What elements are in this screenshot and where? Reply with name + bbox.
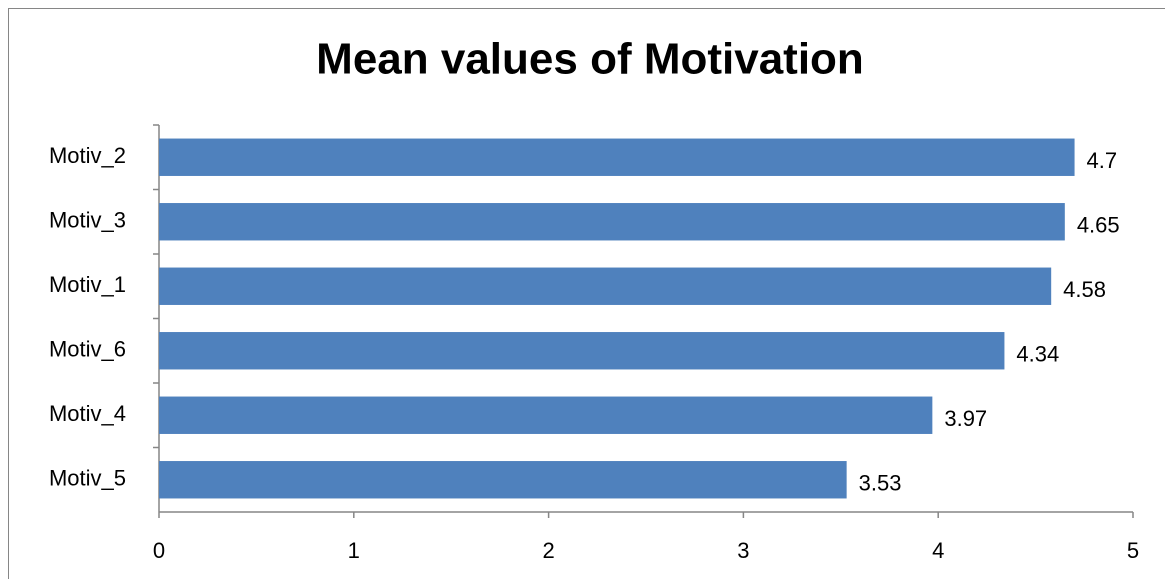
chart-frame: [8, 8, 1165, 579]
data-label: 4.58: [1063, 277, 1106, 302]
data-label: 4.65: [1077, 213, 1120, 238]
x-tick-label: 1: [348, 538, 360, 563]
bar: [159, 203, 1065, 241]
y-tick-label: Motiv_6: [49, 337, 126, 362]
bar: [159, 461, 847, 499]
y-tick-label: Motiv_2: [49, 143, 126, 168]
x-tick-label: 0: [153, 538, 165, 563]
bar: [159, 396, 933, 434]
data-label: 4.34: [1016, 342, 1059, 367]
y-tick-label: Motiv_1: [49, 272, 126, 297]
y-tick-label: Motiv_3: [49, 208, 126, 233]
x-tick-label: 3: [737, 538, 749, 563]
bar: [159, 267, 1052, 305]
data-label: 4.7: [1087, 148, 1118, 173]
x-tick-label: 2: [542, 538, 554, 563]
y-tick-label: Motiv_5: [49, 466, 126, 491]
data-label: 3.53: [859, 471, 902, 496]
bar: [159, 332, 1005, 370]
x-tick-label: 4: [932, 538, 944, 563]
bar: [159, 138, 1075, 176]
y-tick-label: Motiv_4: [49, 401, 126, 426]
chart-title: Mean values of Motivation: [316, 35, 864, 84]
data-label: 3.97: [944, 406, 987, 431]
x-tick-label: 5: [1127, 538, 1139, 563]
